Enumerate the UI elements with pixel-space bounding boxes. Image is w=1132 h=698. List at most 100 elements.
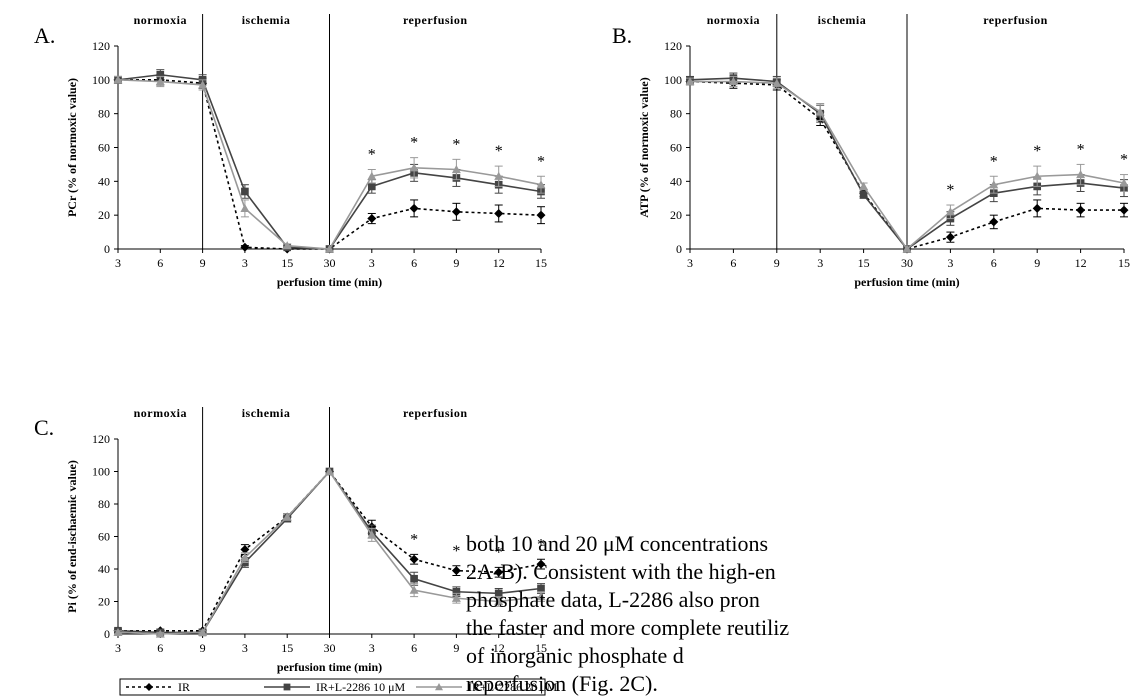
legend-label-2: IR+L-2286 20 μM	[468, 680, 558, 694]
x-axis-title: perfusion time (min)	[854, 275, 959, 289]
data-point-1-7	[410, 574, 418, 583]
x-tick-label: 30	[324, 641, 336, 655]
y-tick-label: 100	[664, 73, 682, 87]
x-tick-label: 9	[453, 641, 459, 655]
data-point-2-3	[815, 107, 825, 116]
y-tick-label: 40	[670, 174, 682, 188]
x-tick-label: 15	[1118, 256, 1130, 270]
data-point-1-4	[859, 191, 868, 199]
x-tick-label: 3	[369, 256, 375, 270]
data-point-2-2	[772, 78, 782, 87]
data-point-2-1	[155, 77, 165, 86]
data-point-2-0	[113, 75, 123, 84]
data-point-2-4	[859, 181, 869, 191]
x-tick-label: 3	[115, 256, 121, 270]
x-axis-title: perfusion time (min)	[277, 275, 382, 289]
body-text-line: phosphate data, L-2286 also pron	[466, 587, 760, 612]
y-axis-title: PCr (% of normoxic value)	[65, 78, 79, 217]
x-tick-label: 3	[242, 256, 248, 270]
data-point-2-9	[494, 597, 504, 606]
y-tick-label: 20	[98, 208, 110, 222]
data-point-2-8	[1032, 171, 1042, 180]
significance-star: *	[537, 536, 545, 553]
y-tick-label: 40	[98, 174, 110, 188]
x-tick-label: 30	[324, 256, 336, 270]
x-axis-title: perfusion time (min)	[277, 660, 382, 674]
significance-star: *	[410, 531, 418, 548]
body-text-line: both 10 and 20 μM concentrations	[466, 531, 769, 556]
data-point-2-10	[536, 180, 546, 189]
y-axis-title: ATP (% of normoxic value)	[637, 77, 651, 217]
x-tick-label: 6	[411, 256, 417, 270]
y-tick-label: 80	[98, 107, 110, 121]
significance-star: *	[495, 544, 503, 561]
x-tick-label: 3	[817, 256, 823, 270]
x-tick-label: 3	[947, 256, 953, 270]
legend: IR IR+L-2286 10 μM IR+L-2286 20 μM	[119, 678, 558, 696]
x-tick-label: 15	[535, 256, 547, 270]
body-text-line: of inorganic phosphate d	[466, 643, 684, 668]
body-text-line: reperfusion (Fig. 2C).	[466, 671, 658, 696]
x-tick-label: 15	[858, 256, 870, 270]
data-point-0-6	[945, 232, 955, 242]
x-tick-label: 15	[281, 256, 293, 270]
x-tick-label: 6	[730, 256, 736, 270]
y-tick-label: 60	[98, 530, 110, 544]
x-tick-label: 3	[242, 641, 248, 655]
x-tick-label: 9	[200, 256, 206, 270]
y-tick-label: 0	[676, 242, 682, 256]
data-point-2-6	[945, 207, 955, 216]
significance-star: *	[946, 182, 954, 199]
data-point-2-0	[685, 77, 695, 86]
chart-panel-c: C. 0 20 40 60 80 100 120 3 6 9 3 15 30 3 6 9 12 15 normoxia…	[34, 406, 547, 674]
data-point-2-5	[325, 467, 334, 476]
data-point-0-9	[494, 567, 504, 577]
x-tick-label: 6	[411, 641, 417, 655]
x-tick-label: 12	[493, 256, 505, 270]
y-tick-label: 60	[670, 141, 682, 155]
phase-label: reperfusion	[983, 13, 1048, 27]
panel-label: B.	[612, 23, 632, 48]
significance-star: *	[410, 135, 418, 152]
data-point-2-8	[451, 164, 461, 174]
phase-label: ischemia	[818, 13, 867, 27]
phase-label: normoxia	[707, 13, 760, 27]
data-point-0-9	[494, 208, 504, 218]
data-point-2-2	[198, 627, 208, 636]
y-tick-label: 100	[92, 465, 110, 479]
y-tick-label: 120	[664, 39, 682, 53]
data-point-2-10	[536, 592, 546, 601]
phase-label: normoxia	[134, 406, 187, 420]
panel-label: C.	[34, 415, 54, 440]
y-tick-label: 120	[92, 432, 110, 446]
x-tick-label: 9	[453, 256, 459, 270]
y-tick-label: 100	[92, 73, 110, 87]
data-point-legend-0	[145, 683, 153, 691]
y-tick-label: 20	[98, 595, 110, 609]
x-tick-label: 3	[369, 641, 375, 655]
data-point-2-5	[902, 244, 912, 253]
data-point-2-4	[282, 512, 292, 521]
y-tick-label: 0	[104, 242, 110, 256]
significance-star: *	[452, 543, 460, 560]
x-tick-label: 30	[901, 256, 913, 270]
data-point-1-3	[241, 187, 249, 196]
data-point-2-4	[282, 241, 292, 250]
x-tick-label: 9	[1034, 256, 1040, 270]
phase-label: reperfusion	[403, 13, 468, 27]
data-point-2-9	[1076, 170, 1086, 179]
body-text: both 10 and 20 μM concentrations 2A-B). …	[466, 530, 1132, 698]
data-point-2-8	[451, 593, 461, 602]
x-tick-label: 9	[200, 641, 206, 655]
data-point-0-6	[367, 214, 377, 224]
phase-label: ischemia	[242, 13, 291, 27]
y-tick-label: 40	[98, 562, 110, 576]
phase-label: ischemia	[242, 406, 291, 420]
legend-label-0: IR	[178, 680, 190, 694]
body-text-line: 2A-B). Consistent with the high-en	[466, 559, 776, 584]
data-point-0-10	[1119, 205, 1129, 215]
data-point-2-6	[367, 171, 377, 180]
data-point-1-10	[537, 584, 545, 593]
chart-panel-a: A. 0 20 40 60 80 100 120 3 6 9 3 15 30 3 6 9 12 15 normoxia…	[34, 13, 547, 289]
data-point-0-3	[240, 242, 250, 252]
